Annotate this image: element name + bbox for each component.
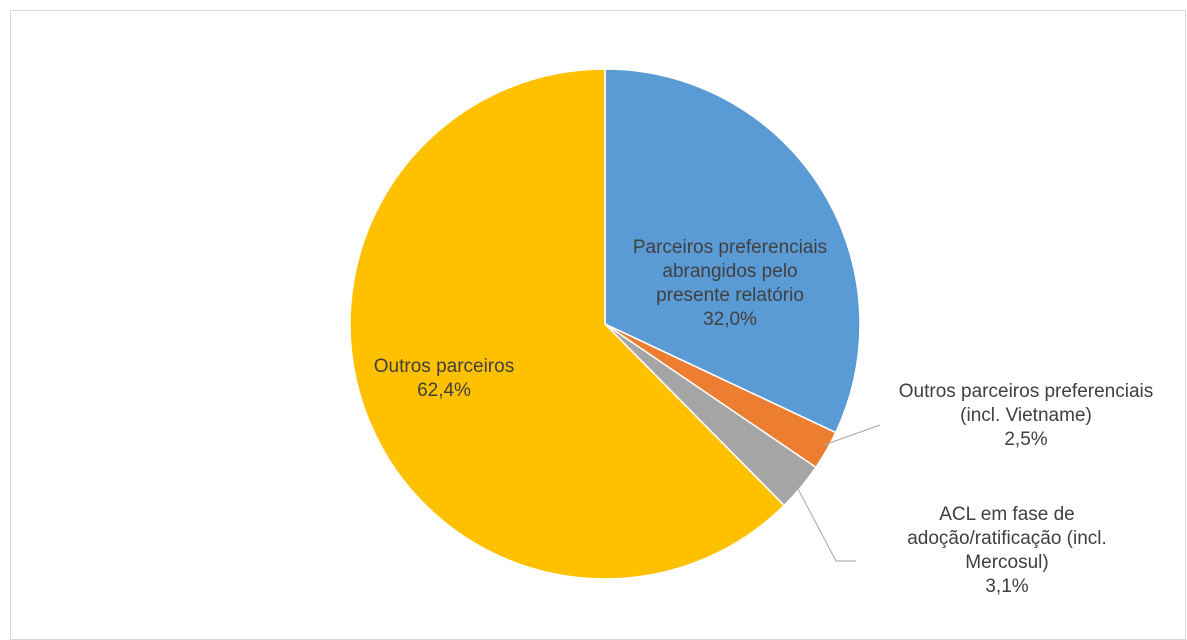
data-label-percent: 3,1% xyxy=(985,576,1028,597)
data-label-line: Outros parceiros preferenciais xyxy=(899,381,1154,402)
leader-line-3 xyxy=(797,487,856,561)
data-label-percent: 32,0% xyxy=(703,309,757,330)
data-label-line: ACL em fase de xyxy=(939,504,1075,525)
data-label-line: adoção/ratificação (incl. xyxy=(907,528,1107,549)
data-label-percent: 62,4% xyxy=(417,380,471,401)
data-label-2: Outros parceiros preferenciais (incl. Vie… xyxy=(899,381,1154,450)
data-label-line: Mercosul) xyxy=(965,552,1048,573)
data-label-line: Parceiros preferenciais xyxy=(633,237,827,258)
data-label-line: presente relatório xyxy=(656,285,804,306)
data-label-line: (incl. Vietname) xyxy=(960,405,1092,426)
data-label-line: Outros parceiros xyxy=(374,356,514,377)
pie-slices xyxy=(350,69,860,579)
data-label-percent: 2,5% xyxy=(1004,429,1047,450)
data-label-line: abrangidos pelo xyxy=(662,261,797,282)
data-label-3: ACL em fase de adoção/ratificação (incl. M… xyxy=(907,504,1107,597)
